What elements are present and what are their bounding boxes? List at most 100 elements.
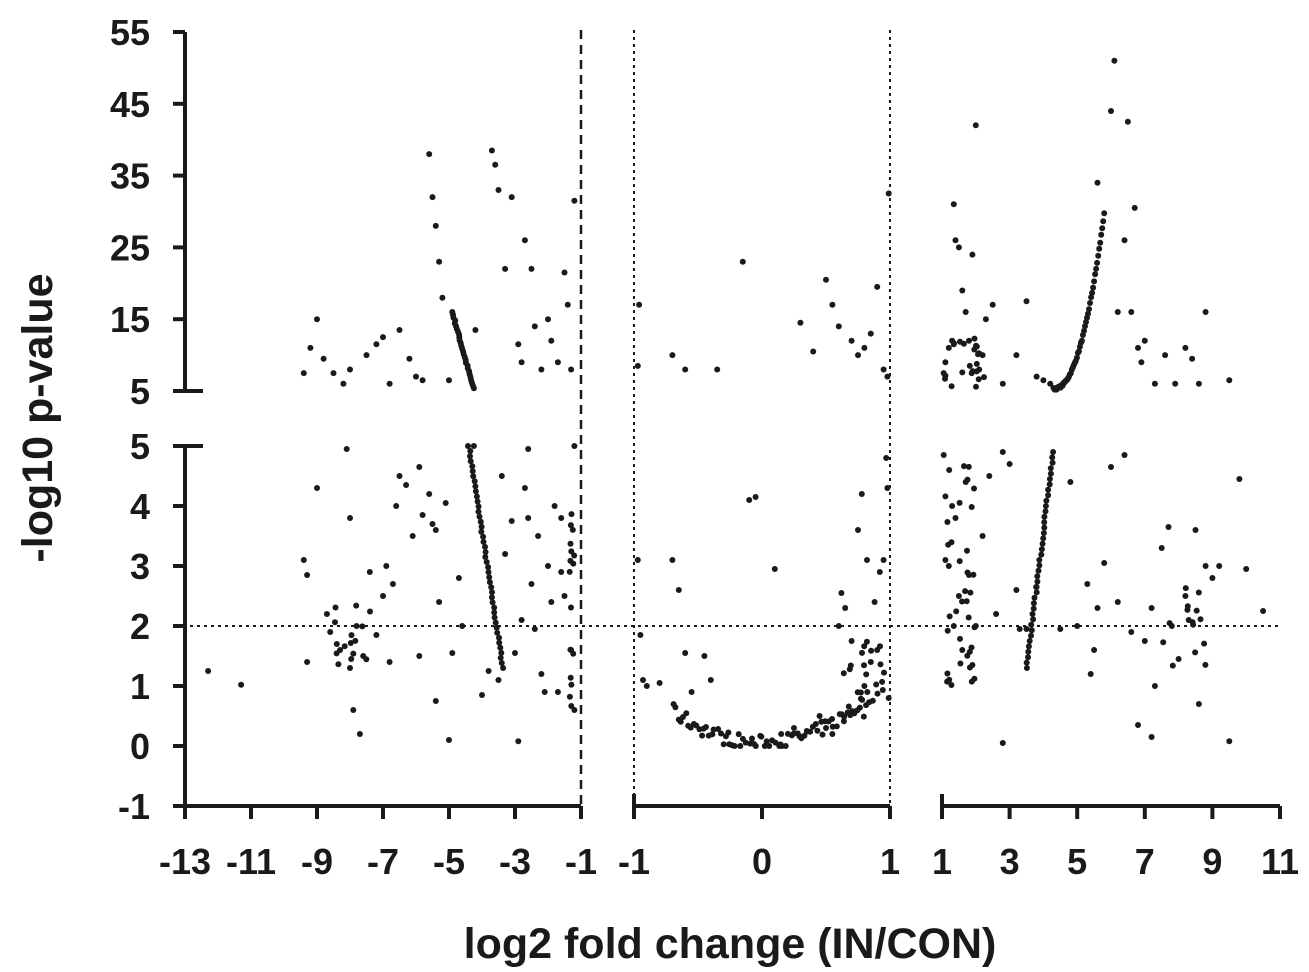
- data-point: [528, 581, 535, 587]
- data-point: [416, 653, 423, 659]
- data-point: [1097, 239, 1104, 246]
- data-point: [486, 574, 493, 581]
- data-point: [380, 334, 386, 341]
- data-point: [797, 319, 804, 326]
- data-point: [518, 617, 525, 623]
- data-point: [643, 683, 650, 689]
- data-point: [971, 624, 978, 631]
- data-point: [1025, 654, 1031, 661]
- data-point: [426, 491, 433, 497]
- data-point: [347, 640, 354, 646]
- data-point: [1081, 327, 1087, 334]
- data-point: [1160, 639, 1167, 646]
- data-point: [714, 366, 721, 373]
- data-point: [961, 463, 967, 470]
- data-point: [1025, 643, 1032, 650]
- data-point: [634, 557, 641, 563]
- data-point: [486, 579, 493, 586]
- data-point: [488, 594, 495, 601]
- data-point: [350, 650, 357, 657]
- data-point: [356, 731, 363, 737]
- data-point: [873, 681, 880, 688]
- data-point: [669, 557, 676, 563]
- data-point: [966, 664, 973, 671]
- data-point: [829, 301, 836, 308]
- data-point: [482, 549, 489, 555]
- data-point: [953, 608, 960, 615]
- data-point: [314, 316, 320, 323]
- data-point: [725, 729, 732, 736]
- data-point: [1049, 459, 1056, 466]
- data-point: [1041, 519, 1048, 526]
- x-tick-label: -3: [499, 841, 531, 882]
- data-point: [948, 539, 955, 546]
- data-point: [500, 665, 507, 671]
- data-point: [1108, 464, 1114, 470]
- data-point: [855, 527, 861, 533]
- data-point: [959, 647, 966, 653]
- data-point: [541, 689, 548, 695]
- data-point: [944, 519, 951, 525]
- data-point: [314, 485, 320, 491]
- data-point: [877, 643, 883, 650]
- data-point: [1074, 623, 1081, 629]
- data-point: [570, 560, 577, 567]
- data-point: [1085, 310, 1091, 317]
- data-point: [942, 359, 949, 366]
- data-point: [333, 641, 340, 647]
- data-point: [1040, 530, 1047, 536]
- data-point: [1166, 620, 1173, 627]
- data-point: [333, 650, 340, 657]
- data-point: [1236, 476, 1243, 482]
- data-point: [955, 593, 962, 599]
- data-point: [568, 548, 575, 555]
- y-tick-label: 55: [110, 12, 150, 53]
- data-point: [699, 732, 706, 739]
- data-point: [494, 629, 501, 636]
- data-point: [1035, 567, 1042, 574]
- data-point: [879, 687, 886, 693]
- data-point: [492, 161, 499, 168]
- data-point: [838, 590, 845, 596]
- data-point: [1094, 179, 1101, 186]
- data-point: [568, 604, 574, 611]
- data-point: [429, 521, 436, 527]
- data-point: [1202, 563, 1209, 569]
- data-point: [352, 637, 359, 644]
- y-axis-title: -log10 p-value: [14, 273, 62, 562]
- data-point: [971, 485, 977, 492]
- data-point: [968, 504, 975, 510]
- y-tick-label: 25: [110, 227, 150, 268]
- data-point: [564, 301, 571, 308]
- data-point: [842, 605, 849, 611]
- data-point: [766, 743, 773, 749]
- data-point: [340, 380, 347, 387]
- data-point: [1090, 284, 1097, 291]
- data-point: [1111, 57, 1118, 64]
- data-point: [1026, 638, 1033, 644]
- data-point: [1148, 605, 1155, 611]
- data-point: [561, 269, 568, 276]
- data-point: [1033, 584, 1040, 590]
- data-point: [746, 497, 753, 503]
- data-point: [840, 718, 847, 725]
- data-point: [502, 551, 509, 557]
- data-point: [567, 646, 574, 653]
- data-point: [1184, 606, 1191, 613]
- data-point: [347, 366, 353, 373]
- data-point: [515, 341, 522, 348]
- data-point: [558, 515, 565, 521]
- data-point: [1101, 560, 1108, 566]
- data-point: [442, 500, 449, 506]
- data-point: [952, 237, 959, 244]
- data-point: [1243, 566, 1250, 572]
- data-point: [568, 681, 575, 688]
- x-tick-label: 1: [932, 841, 952, 882]
- data-point: [956, 558, 963, 565]
- data-point: [335, 661, 342, 668]
- data-point: [867, 659, 874, 665]
- data-point: [720, 741, 727, 748]
- data-point: [966, 362, 973, 369]
- data-point: [861, 662, 867, 669]
- data-point: [1131, 204, 1138, 211]
